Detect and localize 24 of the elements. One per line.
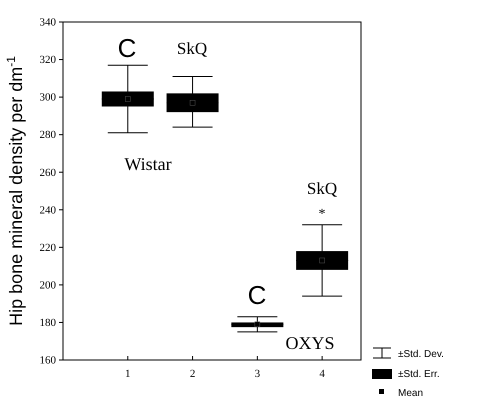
annotation: SkQ <box>306 179 338 198</box>
y-tick-label: 240 <box>40 204 56 216</box>
x-tick-label: 2 <box>190 368 196 380</box>
annotation: SkQ <box>176 39 208 58</box>
annotation: OXYS <box>285 333 335 353</box>
annotation: Wistar <box>124 154 172 174</box>
text: Mean <box>398 388 424 399</box>
x-tick-label: 1 <box>125 368 131 380</box>
annotation: C <box>248 280 266 310</box>
annotation: * <box>318 207 326 222</box>
y-tick-label: 340 <box>40 16 56 29</box>
text: ±Std. Dev. <box>398 349 444 360</box>
y-tick-label: 320 <box>40 54 56 66</box>
x-tick-label: 4 <box>319 368 326 380</box>
y-tick-label: 260 <box>40 166 56 179</box>
x-tick-label: 3 <box>254 368 261 380</box>
text: ±Std. Err. <box>398 369 440 380</box>
y-tick-label: 180 <box>40 316 56 329</box>
annotation: C <box>118 33 136 63</box>
y-tick-label: 200 <box>40 279 56 292</box>
y-tick-label: 280 <box>40 129 56 142</box>
y-tick-label: 220 <box>40 242 56 254</box>
y-tick-label: 300 <box>40 92 56 104</box>
y-tick-label: 160 <box>40 354 56 367</box>
